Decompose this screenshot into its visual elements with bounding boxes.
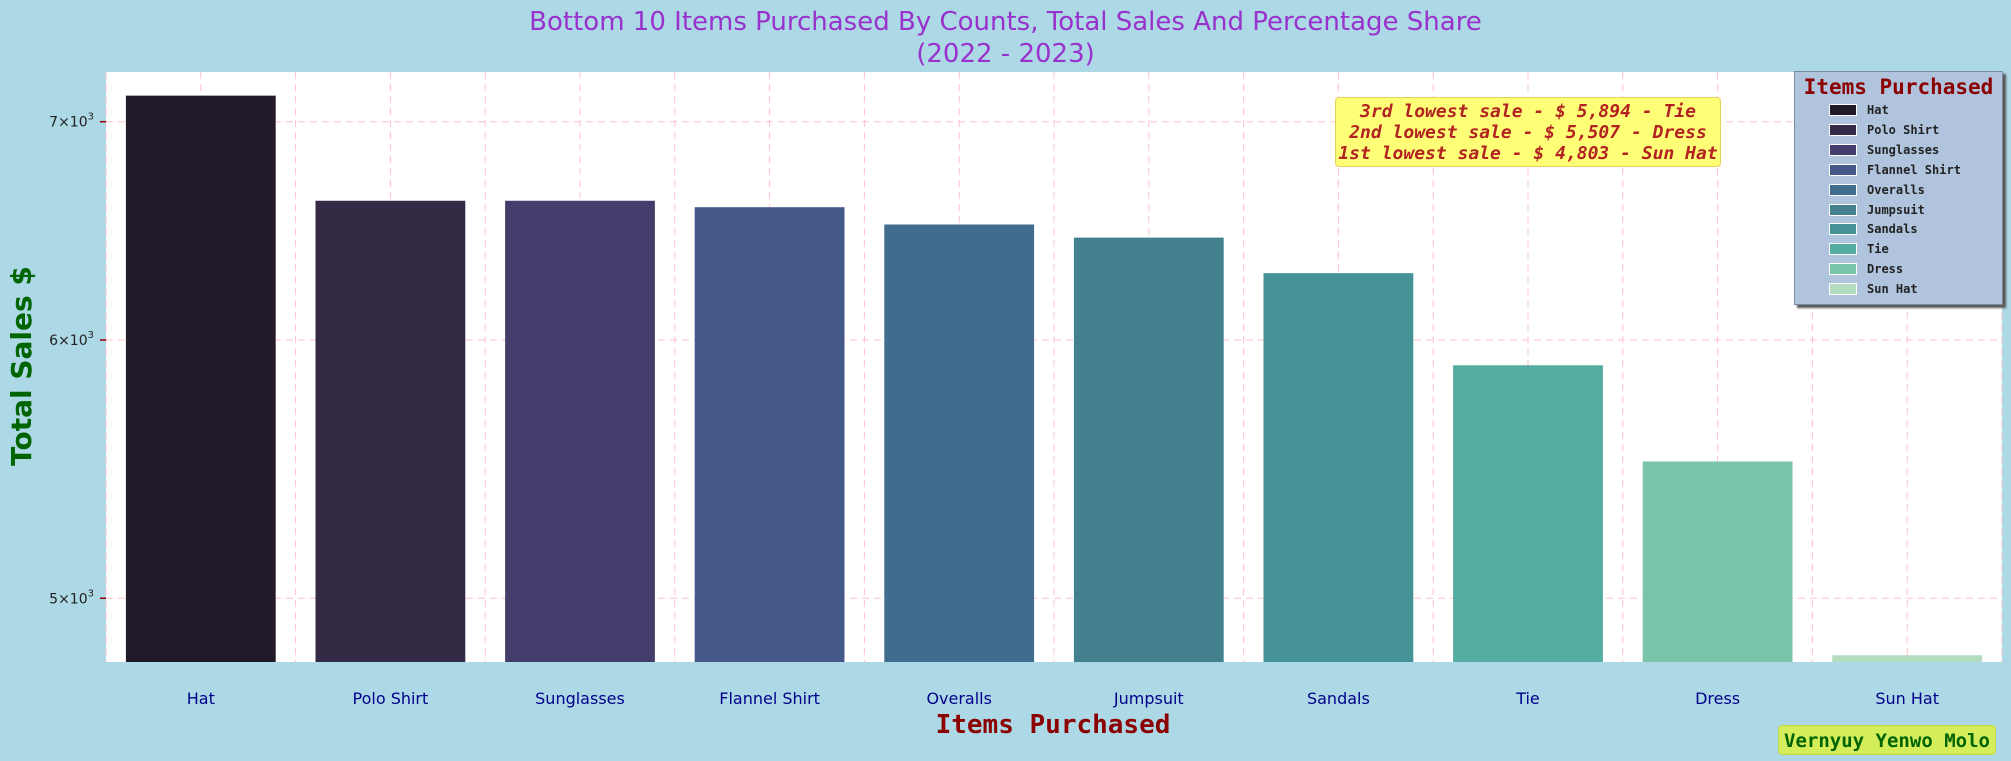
x-tick-label: Sun Hat [1875, 689, 1939, 708]
y-tick-label: 7×103 [49, 112, 94, 131]
legend-item: Overalls [1829, 182, 1925, 198]
legend-item: Flannel Shirt [1829, 162, 1961, 178]
y-tick-label: 6×103 [49, 330, 94, 349]
legend-item: Sun Hat [1829, 281, 1918, 297]
legend-item: Sandals [1829, 221, 1918, 237]
legend-item: Hat [1829, 102, 1889, 118]
x-tick-label: Polo Shirt [353, 689, 429, 708]
x-axis-tick-labels: Hat Polo Shirt Sunglasses Flannel Shirt Over… [187, 689, 1939, 708]
author-signature: Vernyuy Yenwo Molo [1778, 725, 1996, 755]
x-tick-label: Overalls [926, 689, 992, 708]
legend-swatch [1829, 143, 1857, 156]
y-axis-label: Total Sales $ [5, 266, 38, 466]
bar-dress [1642, 461, 1793, 662]
legend-label: Hat [1867, 103, 1889, 117]
chart-title: Bottom 10 Items Purchased By Counts, Tot… [0, 6, 2011, 70]
x-tick-label: Dress [1695, 689, 1740, 708]
annotation-line-1st: 1st lowest sale - $ 4,803 - Sun Hat [1338, 143, 1718, 164]
x-tick-label: Tie [1515, 689, 1540, 708]
bar-polo-shirt [315, 200, 466, 662]
x-tick-label: Sunglasses [535, 689, 625, 708]
x-tick-label: Hat [187, 689, 215, 708]
legend-swatch [1829, 203, 1857, 216]
annotation-line-2nd: 2nd lowest sale - $ 5,507 - Dress [1349, 122, 1707, 143]
legend-swatch [1829, 223, 1857, 236]
bar-overalls [884, 224, 1035, 663]
legend-swatch [1829, 243, 1857, 256]
legend-swatch [1829, 123, 1857, 136]
legend-label: Sunglasses [1867, 142, 1940, 157]
bars [125, 95, 1983, 663]
legend-label: Flannel Shirt [1867, 162, 1961, 177]
legend-item: Tie [1829, 241, 1889, 257]
x-tick-label: Flannel Shirt [719, 689, 820, 708]
legend-label: Tie [1867, 242, 1889, 257]
bar-tie [1453, 365, 1603, 662]
legend-label: Sandals [1867, 222, 1918, 237]
legend: Items Purchased Hat Polo Shirt Sunglasses F… [1794, 71, 2003, 305]
x-tick-label: Sandals [1307, 689, 1370, 708]
legend-label: Sun Hat [1867, 282, 1918, 297]
legend-title: Items Purchased [1803, 75, 1994, 99]
legend-swatch [1829, 104, 1857, 116]
legend-item: Jumpsuit [1829, 202, 1925, 218]
x-tick-label: Jumpsuit [1113, 689, 1184, 708]
bar-jumpsuit [1073, 237, 1224, 662]
lowest-sales-annotation: 3rd lowest sale - $ 5,894 - Tie 2nd lowe… [1335, 97, 1721, 167]
legend-item: Sunglasses [1829, 142, 1939, 158]
bar-sun-hat [1832, 655, 1983, 662]
y-tick-label: 5×103 [49, 588, 94, 607]
chart-title-line-2: (2022 - 2023) [916, 39, 1095, 69]
bar-flannel-shirt [694, 207, 845, 662]
legend-item: Polo Shirt [1829, 122, 1939, 138]
annotation-line-3rd: 3rd lowest sale - $ 5,894 - Tie [1360, 101, 1696, 122]
legend-swatch [1829, 163, 1857, 176]
legend-label: Jumpsuit [1867, 202, 1925, 217]
legend-swatch [1829, 283, 1857, 296]
x-axis-label: Items Purchased [936, 710, 1171, 740]
legend-swatch [1829, 263, 1857, 276]
legend-label: Overalls [1867, 182, 1925, 197]
bar-sandals [1263, 273, 1414, 662]
bar-hat [125, 95, 276, 662]
bar-sunglasses [505, 200, 655, 662]
chart-title-line-1: Bottom 10 Items Purchased By Counts, Tot… [529, 7, 1482, 37]
legend-swatch [1829, 183, 1857, 196]
legend-label: Polo Shirt [1867, 122, 1940, 137]
legend-item: Dress [1829, 261, 1903, 277]
y-axis-ticks: 5×103 6×103 7×103 [49, 112, 106, 607]
legend-label: Dress [1867, 262, 1904, 277]
